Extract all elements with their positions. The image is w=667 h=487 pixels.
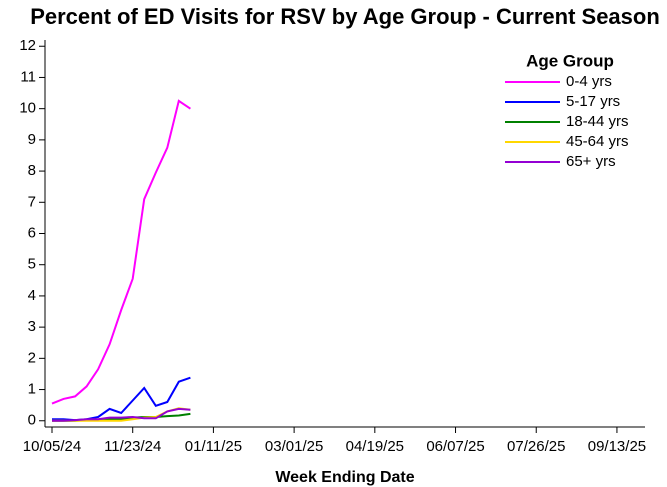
y-tick-label: 6	[28, 224, 36, 241]
legend-label: 5-17 yrs	[566, 93, 620, 110]
x-tick-label: 01/11/25	[185, 438, 242, 455]
y-tick-label: 0	[28, 412, 36, 429]
y-tick-label: 9	[28, 131, 36, 148]
y-tick-label: 7	[28, 193, 36, 210]
x-tick-label: 07/26/25	[507, 438, 565, 455]
y-tick-label: 8	[28, 162, 36, 179]
x-tick-label: 09/13/25	[588, 438, 646, 455]
x-tick-label: 10/05/24	[23, 438, 81, 455]
y-tick-label: 5	[28, 256, 36, 273]
legend-title: Age Group	[526, 51, 614, 70]
y-tick-label: 10	[19, 100, 36, 117]
x-tick-label: 03/01/25	[265, 438, 323, 455]
x-tick-label: 11/23/24	[104, 438, 161, 455]
legend-label: 0-4 yrs	[566, 73, 612, 90]
series-line	[51, 99, 191, 405]
y-tick-label: 4	[28, 287, 36, 304]
series-line	[52, 407, 191, 422]
series-line	[52, 376, 191, 422]
legend-label: 65+ yrs	[566, 153, 616, 170]
x-tick-label: 06/07/25	[426, 438, 484, 455]
y-tick-label: 2	[28, 349, 36, 366]
y-tick-label: 12	[19, 37, 36, 54]
chart-title: Percent of ED Visits for RSV by Age Grou…	[30, 4, 660, 29]
y-tick-label: 1	[28, 381, 36, 398]
legend-label: 45-64 yrs	[566, 133, 629, 150]
legend-label: 18-44 yrs	[566, 113, 629, 130]
y-tick-label: 3	[28, 318, 36, 335]
x-tick-label: 04/19/25	[346, 438, 404, 455]
x-axis-label: Week Ending Date	[275, 469, 414, 486]
y-tick-label: 11	[20, 68, 36, 85]
